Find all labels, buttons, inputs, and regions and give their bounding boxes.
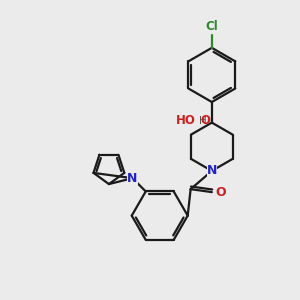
- Text: HO: HO: [176, 114, 196, 127]
- Text: H: H: [199, 116, 206, 126]
- Text: O: O: [216, 186, 226, 199]
- Text: Cl: Cl: [206, 20, 218, 33]
- Text: O: O: [200, 114, 210, 127]
- Text: N: N: [207, 164, 217, 177]
- Text: N: N: [127, 172, 138, 185]
